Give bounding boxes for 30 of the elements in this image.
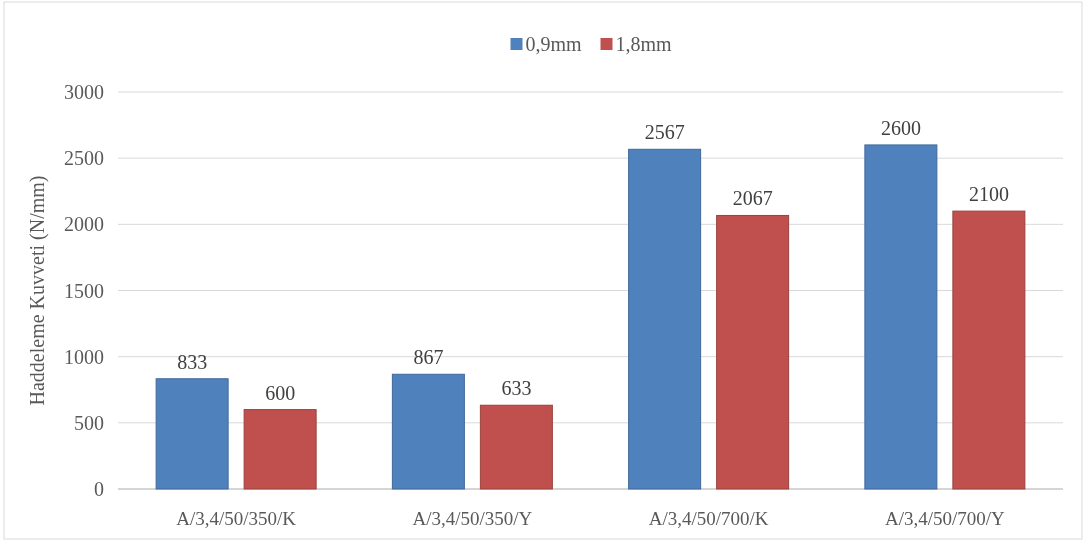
y-axis-title: Haddeleme Kuvveti (N/mm)	[26, 175, 49, 406]
data-label: 2067	[732, 187, 773, 210]
bar	[391, 373, 465, 490]
y-tick-label: 1500	[64, 279, 104, 302]
y-tick-label: 2000	[64, 213, 104, 236]
y-tick-label: 3000	[64, 81, 104, 103]
data-label: 600	[265, 381, 296, 404]
x-tick-label: A/3,4/50/350/Y	[412, 508, 533, 529]
y-tick-label: 1000	[64, 345, 104, 368]
data-label: 2567	[644, 121, 685, 144]
data-label: 833	[177, 350, 208, 373]
y-tick-label: 0	[94, 478, 104, 500]
data-label: 2100	[968, 183, 1009, 206]
bar	[716, 214, 790, 490]
y-tick-label: 2500	[64, 147, 104, 170]
data-label: 633	[501, 377, 532, 400]
x-tick-label: A/3,4/50/700/Y	[884, 508, 1006, 529]
x-tick-label: A/3,4/50/700/K	[648, 508, 769, 529]
bar	[479, 404, 553, 490]
data-label: 2600	[880, 116, 921, 139]
bar	[155, 378, 229, 490]
bar	[628, 148, 702, 490]
y-tick-label: 500	[74, 411, 104, 434]
legend-label: 1,8mm	[615, 33, 673, 55]
data-label: 867	[413, 346, 444, 369]
bar	[864, 144, 938, 490]
bar	[243, 409, 317, 490]
legend-label: 0,9mm	[525, 33, 583, 55]
bar	[952, 210, 1026, 490]
x-tick-label: A/3,4/50/350/K	[176, 508, 297, 529]
